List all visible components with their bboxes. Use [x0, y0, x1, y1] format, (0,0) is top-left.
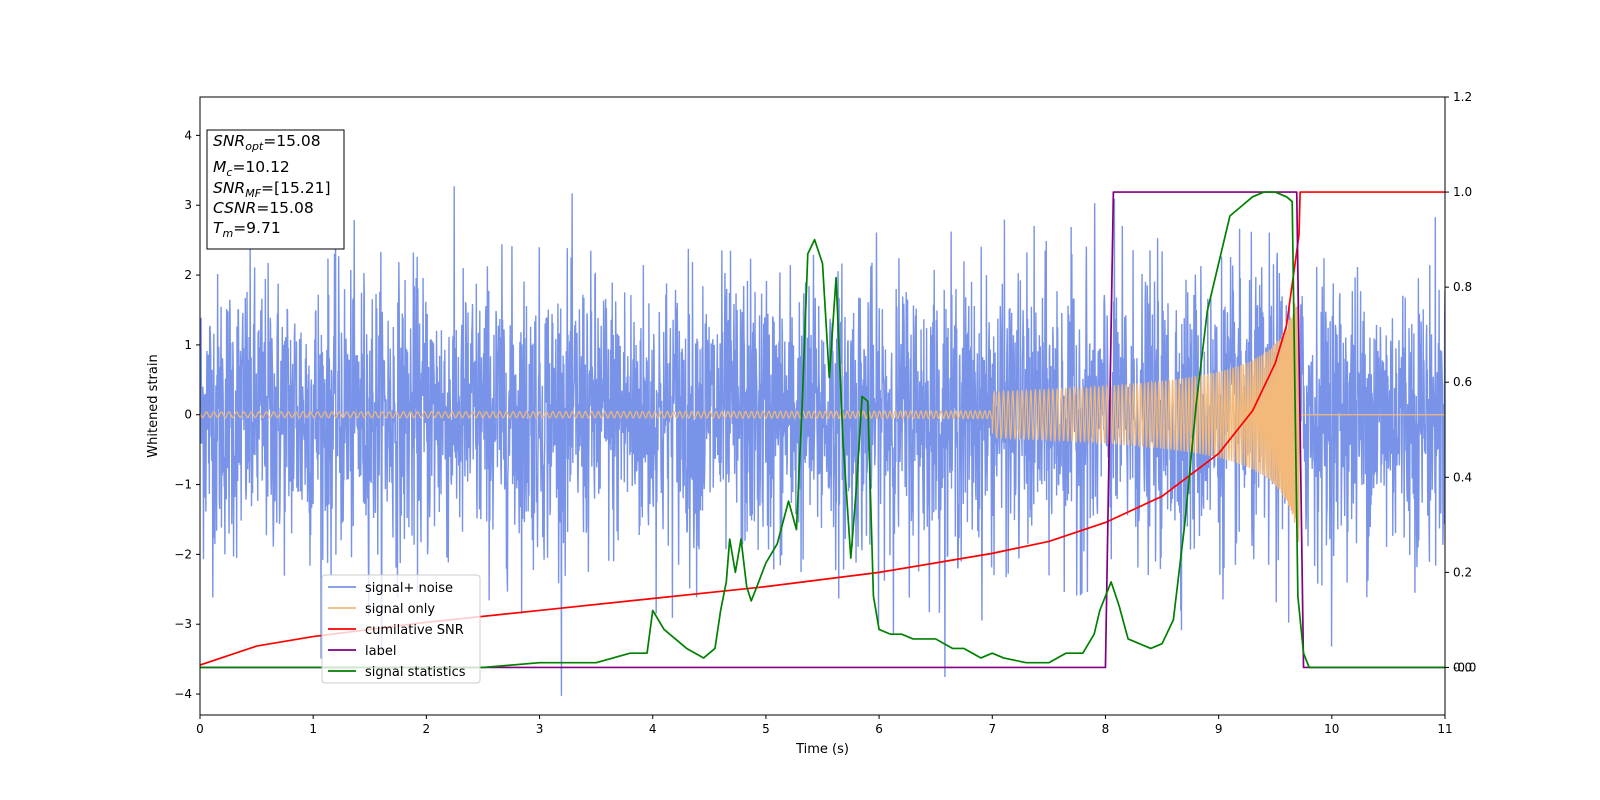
annotation-box-frame	[206, 129, 345, 250]
legend-entry: signal+ noise	[365, 581, 453, 596]
annotation-line: CSNR=15.08	[213, 199, 314, 217]
y-axis-right: -0.00.0 0.2 0.4 0.6 0.8 1.0 1.2	[1445, 90, 1476, 674]
y-tick-label: −2	[174, 547, 192, 561]
annotation-line: Mc=10.12	[213, 158, 290, 179]
y2-tick-label: 0.0	[1453, 660, 1472, 674]
y-tick-label: 1	[184, 338, 192, 352]
x-tick-label: 8	[1102, 722, 1110, 736]
y2-tick-label: 1.2	[1453, 90, 1472, 104]
x-tick-label: 11	[1437, 722, 1452, 736]
x-tick-label: 3	[536, 722, 544, 736]
y2-tick-label: 0.8	[1453, 280, 1472, 294]
x-tick-label: 4	[649, 722, 657, 736]
legend-frame	[321, 574, 481, 684]
y-tick-label: −1	[174, 478, 192, 492]
legend-entry: label	[365, 644, 396, 659]
legend-entry: signal only	[365, 602, 435, 617]
signal-statistics-line	[200, 191, 1445, 669]
x-tick-label: 6	[875, 722, 883, 736]
x-tick-label: 0	[196, 722, 204, 736]
x-tick-label: 5	[762, 722, 770, 736]
annotation-line: SNRopt=15.08	[213, 132, 321, 153]
annotation-box: SNRopt=15.08 Mc=10.12SNRMF=[15.21]CSNR=15…	[206, 129, 345, 250]
legend-entry: signal statistics	[365, 665, 466, 680]
x-axis: 0 1 2 3 4 5 6 7 8 9 10 11	[196, 715, 1453, 736]
y-tick-label: 2	[184, 268, 192, 282]
y-tick-label: 0	[184, 408, 192, 422]
y-tick-label: 3	[184, 198, 192, 212]
plot-frame	[199, 96, 1446, 716]
x-tick-label: 7	[988, 722, 996, 736]
y2-tick-label: 0.2	[1453, 565, 1472, 579]
y-axis-left: −4 −3 −2 −1 0 1 2 3 4	[174, 128, 200, 701]
x-tick-label: 9	[1215, 722, 1223, 736]
x-axis-title: Time (s)	[795, 742, 849, 757]
signal-only-series	[200, 286, 1445, 542]
y2-tick-label: 0.6	[1453, 375, 1472, 389]
annotation-line: Tm=9.71	[213, 219, 281, 240]
y2-tick-label: -0.0	[1453, 660, 1476, 674]
x-tick-label: 10	[1324, 722, 1339, 736]
y-tick-label: −3	[174, 617, 192, 631]
y2-tick-label: 1.0	[1453, 185, 1472, 199]
y-axis-title: Whitened strain	[146, 354, 161, 457]
y-tick-label: 4	[184, 128, 192, 142]
annotation-line: SNRMF=[15.21]	[213, 179, 331, 200]
signal-only-line	[200, 286, 1445, 542]
x-tick-label: 1	[309, 722, 317, 736]
y-tick-label: −4	[174, 687, 192, 701]
legend: signal+ noise signal only cumilative SNR la…	[321, 574, 481, 684]
y2-tick-label: 0.4	[1453, 470, 1472, 484]
x-tick-label: 2	[423, 722, 431, 736]
legend-entry: cumilative SNR	[365, 623, 464, 638]
